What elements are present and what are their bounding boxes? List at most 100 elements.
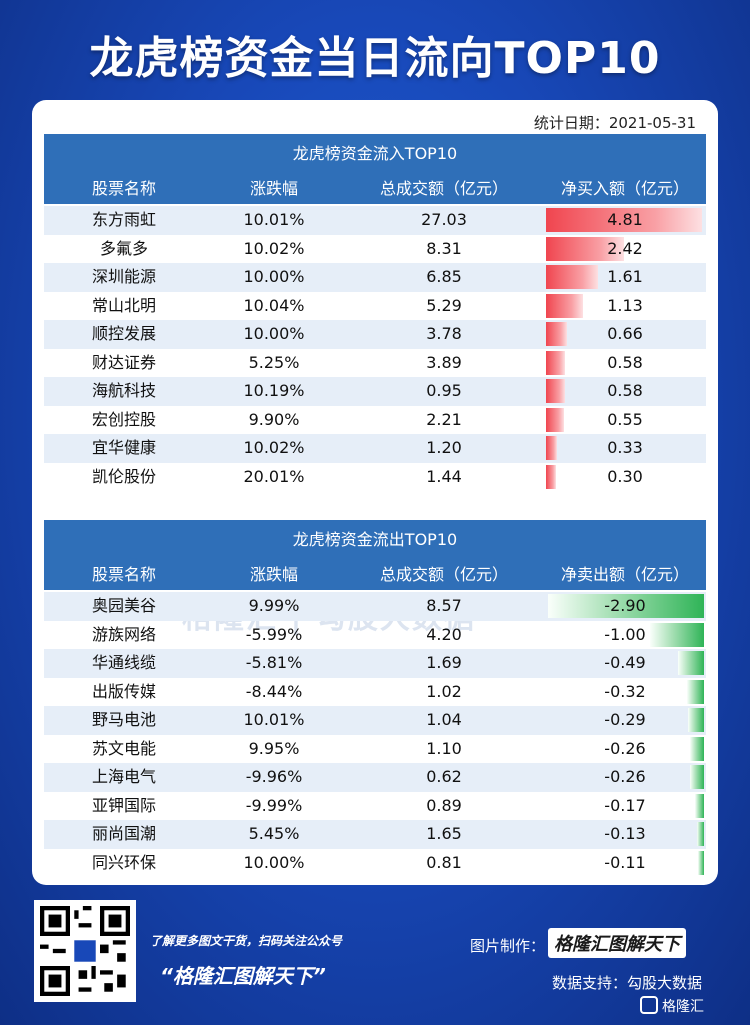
net-value: 0.55: [607, 409, 643, 429]
net-value: 0.58: [607, 381, 643, 400]
table-row: 出版传媒 -8.44% 1.02 -0.32: [44, 678, 706, 707]
table-row: 海航科技 10.19% 0.95 0.58: [44, 377, 706, 406]
stock-name: 亚钾国际: [91, 795, 156, 815]
inflow-bar: [546, 322, 568, 346]
change-pct: -9.99%: [245, 795, 303, 815]
net-value: 0.58: [607, 352, 643, 372]
change-pct: 10.04%: [243, 295, 305, 315]
turnover: 0.62: [426, 767, 462, 786]
net-value: -0.26: [604, 767, 646, 786]
inflow-bar: [546, 436, 557, 460]
stock-name: 财达证券: [91, 352, 156, 372]
inflow-col-net: 净买入额（亿元）: [560, 179, 689, 198]
change-pct: 10.00%: [243, 324, 305, 343]
net-value: 0.33: [607, 438, 643, 457]
stock-name: 上海电气: [91, 767, 156, 786]
turnover: 1.65: [426, 824, 462, 843]
outflow-col-net: 净卖出额（亿元）: [560, 565, 689, 584]
turnover: 5.29: [426, 295, 462, 315]
stock-name: 海航科技: [91, 381, 156, 400]
net-value: 2.42: [607, 238, 643, 258]
table-row: 丽尚国潮 5.45% 1.65 -0.13: [44, 820, 706, 849]
stock-name: 深圳能源: [91, 267, 156, 286]
inflow-bar: [546, 236, 625, 261]
inflow-bar: [546, 464, 556, 489]
data-support: 数据支持：勾股大数据: [552, 974, 703, 992]
change-pct: 9.95%: [248, 738, 300, 758]
stock-name: 同兴环保: [91, 852, 156, 872]
stock-name: 丽尚国潮: [91, 824, 156, 843]
turnover: 1.44: [426, 466, 462, 486]
outflow-bar: [698, 850, 704, 875]
inflow-bar: [546, 407, 564, 432]
turnover: 0.95: [426, 381, 462, 400]
date-label: 统计日期：2021-05-31: [533, 114, 696, 132]
qr-code[interactable]: [34, 900, 136, 1002]
table-row: 游族网络 -5.99% 4.20 -1.00: [44, 621, 706, 650]
stock-name: 顺控发展: [91, 324, 156, 343]
outflow-bar: [690, 736, 704, 761]
outflow-col-name: 股票名称: [91, 565, 156, 584]
turnover: 1.04: [426, 710, 462, 729]
table-row: 华通线缆 -5.81% 1.69 -0.49: [44, 649, 706, 678]
table-row: 常山北明 10.04% 5.29 1.13: [44, 292, 706, 321]
table-row: 财达证券 5.25% 3.89 0.58: [44, 349, 706, 378]
change-pct: 10.01%: [243, 710, 305, 729]
table-row: 同兴环保 10.00% 0.81 -0.11: [44, 849, 706, 878]
change-pct: 9.99%: [248, 596, 300, 615]
inflow-table-body: 东方雨虹 10.01% 27.03 4.81 多氟多 10.02% 8.31 2.42 深圳能源…: [44, 206, 706, 491]
outflow-bar: [650, 622, 704, 647]
table-row: 宏创控股 9.90% 2.21 0.55: [44, 406, 706, 435]
net-value: 4.81: [607, 210, 643, 229]
footer-slogan-big: “格隆汇图解天下”: [160, 964, 326, 988]
table-row: 宜华健康 10.02% 1.20 0.33: [44, 434, 706, 463]
turnover: 3.78: [426, 324, 462, 343]
table-row: 顺控发展 10.00% 3.78 0.66: [44, 320, 706, 349]
stock-name: 东方雨虹: [91, 210, 156, 229]
stock-name: 出版传媒: [91, 681, 156, 701]
change-pct: 5.45%: [248, 824, 300, 843]
inflow-col-change: 涨跌幅: [249, 179, 298, 198]
change-pct: 20.01%: [243, 466, 305, 486]
turnover: 1.02: [426, 681, 462, 701]
page-title: 龙虎榜资金当日流向TOP10: [89, 33, 661, 84]
table-row: 东方雨虹 10.01% 27.03 4.81: [44, 206, 706, 235]
change-pct: 10.02%: [243, 438, 305, 457]
footer-slogan-small: 了解更多图文干货，扫码关注公众号: [150, 934, 343, 948]
turnover: 0.81: [426, 852, 462, 872]
stock-name: 苏文电能: [91, 738, 156, 758]
change-pct: -5.81%: [245, 653, 303, 672]
change-pct: 10.01%: [243, 210, 305, 229]
net-value: 1.13: [607, 295, 643, 315]
turnover: 3.89: [426, 352, 462, 372]
inflow-table-title: 龙虎榜资金流入TOP10: [44, 134, 706, 174]
inflow-bar: [546, 350, 565, 375]
outflow-bar: [686, 679, 704, 704]
outflow-column-header: 股票名称 涨跌幅 总成交额（亿元） 净卖出额（亿元）: [44, 560, 706, 590]
turnover: 8.31: [426, 238, 462, 258]
table-row: 亚钾国际 -9.99% 0.89 -0.17: [44, 792, 706, 821]
net-value: -0.17: [604, 795, 646, 815]
stock-name: 宜华健康: [91, 438, 156, 457]
stock-name: 常山北明: [91, 295, 156, 315]
outflow-bar: [548, 594, 704, 618]
brand-logo-icon: [640, 996, 658, 1014]
change-pct: -5.99%: [245, 624, 303, 644]
change-pct: 5.25%: [248, 352, 300, 372]
net-value: -0.26: [604, 738, 646, 758]
net-value: -0.29: [604, 710, 646, 729]
table-row: 野马电池 10.01% 1.04 -0.29: [44, 706, 706, 735]
net-value: -0.13: [604, 824, 646, 843]
inflow-bar: [546, 379, 565, 403]
outflow-col-change: 涨跌幅: [249, 565, 298, 584]
inflow-col-name: 股票名称: [91, 179, 156, 198]
qr-code-icon: [40, 906, 130, 996]
net-value: -2.90: [604, 596, 646, 615]
change-pct: 10.00%: [243, 852, 305, 872]
table-row: 奥园美谷 9.99% 8.57 -2.90: [44, 592, 706, 621]
outflow-col-turnover: 总成交额（亿元）: [379, 565, 508, 584]
stock-name: 游族网络: [91, 624, 156, 644]
stock-name: 宏创控股: [91, 409, 156, 429]
outflow-table-title: 龙虎榜资金流出TOP10: [44, 520, 706, 560]
outflow-bar: [697, 822, 704, 846]
